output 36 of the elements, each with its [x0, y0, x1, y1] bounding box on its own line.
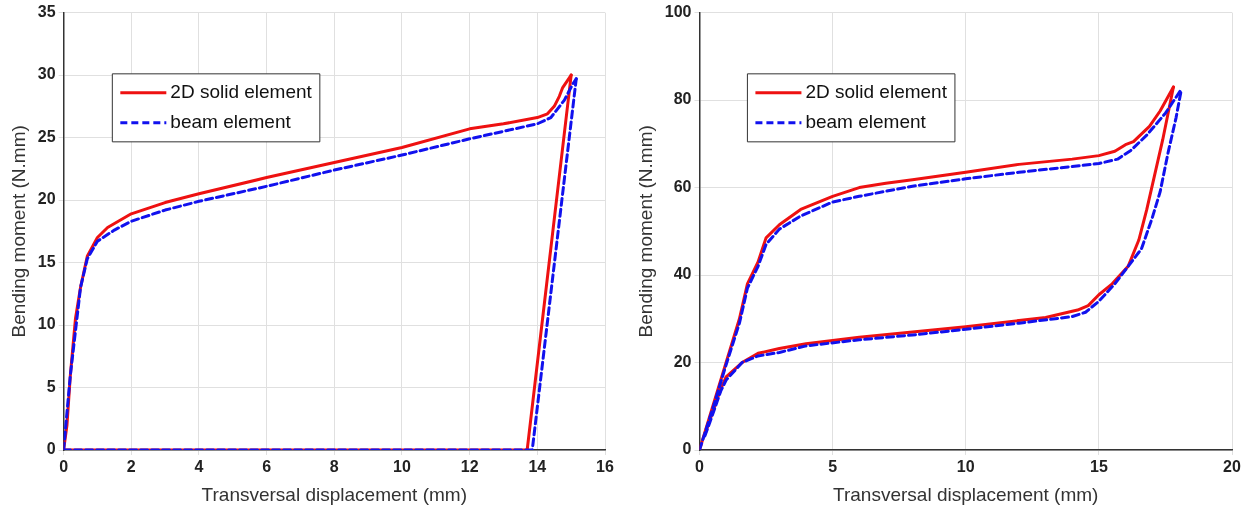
y-axis-title: Bending moment (N.mm) — [7, 125, 29, 338]
y-tick-label: 5 — [46, 377, 56, 395]
y-tick-label: 100 — [664, 3, 692, 21]
x-tick-label: 6 — [262, 458, 272, 476]
x-tick-label: 10 — [956, 458, 975, 476]
x-tick-label: 0 — [695, 458, 705, 476]
x-tick-label: 12 — [460, 458, 479, 476]
x-tick-label: 15 — [1089, 458, 1108, 476]
y-tick-label: 40 — [673, 265, 692, 283]
x-tick-label: 20 — [1223, 458, 1241, 476]
x-tick-label: 16 — [596, 458, 614, 476]
y-tick-label: 30 — [37, 65, 56, 83]
legend-label: 2D solid element — [805, 81, 948, 103]
x-axis-title: Transversal displacement (mm) — [833, 483, 1099, 505]
x-tick-label: 10 — [393, 458, 411, 476]
x-tick-label: 2 — [126, 458, 136, 476]
x-tick-label: 4 — [194, 458, 204, 476]
y-tick-label: 60 — [673, 177, 692, 195]
y-tick-label: 10 — [37, 315, 56, 333]
x-axis-title: Transversal displacement (mm) — [201, 483, 467, 505]
legend-label: beam element — [170, 111, 292, 133]
y-tick-label: 80 — [673, 90, 692, 108]
legend-label: 2D solid element — [170, 81, 313, 103]
y-axis-title: Bending moment (N.mm) — [634, 125, 656, 338]
x-tick-label: 0 — [59, 458, 69, 476]
y-tick-label: 0 — [46, 440, 56, 458]
legend-label: beam element — [805, 111, 927, 133]
x-tick-label: 5 — [828, 458, 838, 476]
y-tick-label: 15 — [37, 252, 56, 270]
y-tick-label: 20 — [37, 190, 56, 208]
x-tick-label: 8 — [329, 458, 339, 476]
x-tick-label: 14 — [528, 458, 547, 476]
y-tick-label: 20 — [673, 352, 692, 370]
y-tick-label: 25 — [37, 127, 56, 145]
y-tick-label: 35 — [37, 3, 56, 21]
y-tick-label: 0 — [682, 440, 692, 458]
